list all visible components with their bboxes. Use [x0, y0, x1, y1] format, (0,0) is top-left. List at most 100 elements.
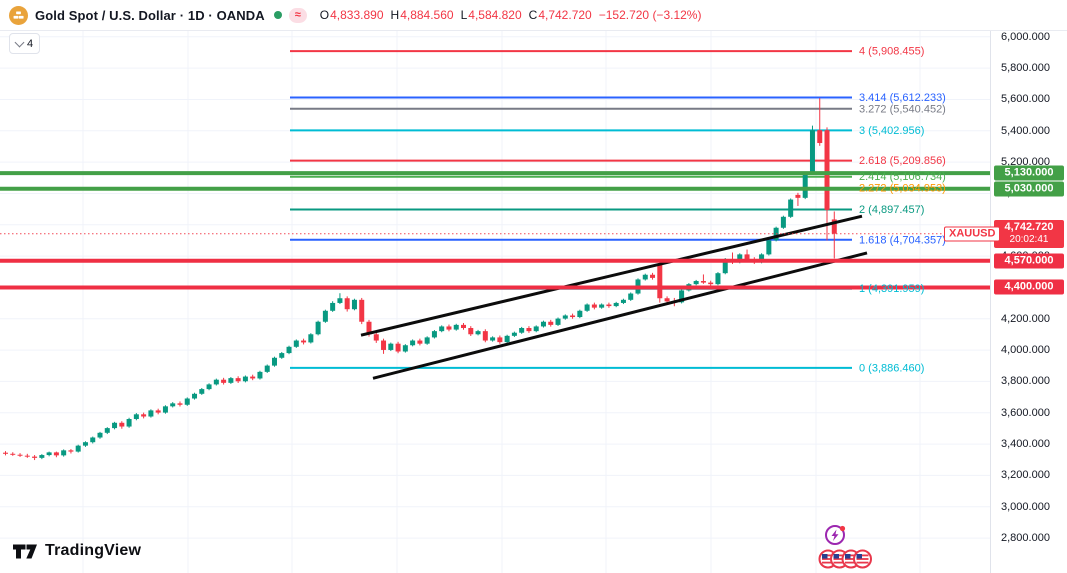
price-axis-tick: 4,000.000	[1001, 344, 1050, 357]
candle-body	[257, 371, 263, 379]
approx-price-icon[interactable]: ≈	[288, 7, 307, 23]
close-label: C	[528, 8, 538, 22]
candle-body	[424, 337, 430, 344]
candle-body	[737, 254, 743, 263]
symbol-title[interactable]: Gold Spot / U.S. Dollar · 1D · OANDA	[35, 8, 265, 23]
candle-body	[82, 442, 88, 446]
candle-body	[780, 216, 786, 228]
candle-body	[708, 282, 714, 285]
candle-body	[809, 130, 815, 173]
candle-body	[32, 456, 38, 458]
candle-body	[475, 331, 481, 335]
fib-level-label: 0 (3,886.460)	[859, 362, 924, 374]
candle-body	[759, 254, 765, 263]
price-axis-tick: 5,200.000	[1001, 156, 1050, 169]
symbol-name: Gold Spot / U.S. Dollar	[35, 7, 176, 23]
candle-body	[395, 343, 401, 352]
candle-body	[526, 328, 532, 332]
candle-body	[679, 290, 685, 303]
market-status-icon[interactable]	[273, 11, 282, 19]
candle-body	[795, 194, 801, 198]
candle-body	[824, 130, 830, 210]
candle-body	[315, 321, 321, 335]
candle-body	[206, 384, 212, 390]
separator: ·	[208, 7, 213, 23]
symbol-legend[interactable]: Gold Spot / U.S. Dollar · 1D · OANDA ≈ O…	[9, 5, 702, 25]
candle-body	[577, 310, 583, 318]
candle-body	[17, 454, 23, 456]
candle-body	[53, 452, 59, 456]
gold-symbol-icon	[9, 5, 28, 25]
price-alert-badge: 5,130.000	[994, 165, 1064, 181]
earnings-lightning-icon[interactable]	[825, 525, 846, 545]
candle-body	[373, 334, 379, 341]
indicators-toggle-button[interactable]: 4	[9, 33, 41, 54]
candle-body	[482, 331, 488, 341]
candle-body	[606, 304, 612, 307]
candle-body	[700, 281, 706, 283]
candle-body	[61, 450, 67, 456]
candle-body	[46, 452, 52, 456]
candle-body	[461, 324, 467, 329]
candle-body	[337, 298, 343, 303]
candle-body	[330, 302, 336, 311]
indicators-count: 4	[27, 37, 34, 50]
candle-body	[620, 299, 626, 303]
candle-body	[628, 293, 634, 300]
us-economic-event-flag-icons[interactable]	[818, 549, 872, 569]
candle-body	[177, 403, 183, 405]
price-axis-tick: 3,000.000	[1001, 500, 1050, 513]
candle-body	[141, 414, 147, 417]
candle-body	[68, 450, 74, 452]
fib-level-label: 1 (4,391.959)	[859, 283, 924, 295]
candle-body	[715, 273, 721, 285]
price-axis-tick: 5,400.000	[1001, 124, 1050, 137]
candle-body	[170, 403, 176, 407]
candle-body	[817, 130, 823, 144]
trend-channel-line[interactable]	[372, 251, 868, 380]
candle-body	[446, 326, 452, 330]
candle-body	[155, 410, 161, 413]
price-scale[interactable]: 6,000.000 5,800.000 5,600.000 5,400.000 5,20…	[990, 0, 1067, 573]
us-flag-icon[interactable]	[853, 549, 872, 569]
candle-body	[221, 379, 227, 383]
candle-body	[650, 274, 656, 278]
price-axis-tick: 3,400.000	[1001, 438, 1050, 451]
candle-body	[599, 304, 605, 308]
candle-body	[511, 332, 517, 336]
candle-body	[504, 335, 510, 343]
candle-body	[3, 452, 8, 454]
candle-body	[766, 240, 772, 255]
candle-body	[213, 379, 219, 385]
price-alert-badge: 4,570.000	[994, 253, 1064, 269]
tradingview-logo[interactable]: TradingView	[13, 542, 141, 560]
candle-body	[286, 346, 292, 354]
candle-body	[242, 376, 248, 382]
price-axis-tick: 2,800.000	[1001, 532, 1050, 545]
trend-channel-line[interactable]	[360, 214, 863, 337]
price-chart[interactable]: 4 (5,908.455) 3.414 (5,612.233)3.272 (5,5…	[0, 0, 990, 573]
candle-body	[540, 321, 546, 327]
fib-level-label: 2 (4,897.457)	[859, 204, 924, 216]
candle-body	[613, 302, 619, 307]
candle-body	[301, 340, 307, 343]
fib-level-label: 2.272 (5,034.953)	[859, 182, 946, 194]
candle-body	[235, 378, 241, 382]
current-price-badge: 4,742.720 20:02:41	[994, 219, 1064, 248]
fib-level-label: 2.618 (5,209.856)	[859, 155, 946, 167]
candle-body	[831, 219, 837, 234]
candle-body	[39, 455, 45, 458]
candle-body	[344, 298, 350, 310]
low-label: L	[460, 8, 468, 22]
event-markers	[816, 524, 880, 570]
fib-level-label: 3.272 (5,540.452)	[859, 103, 946, 115]
candle-body	[250, 376, 256, 379]
top-toolbar: Gold Spot / U.S. Dollar · 1D · OANDA ≈ O…	[0, 0, 1067, 31]
candle-body	[148, 410, 154, 417]
ohlc-readout: O 4,833.890 H 4,884.560 L 4,584.820 C 4,742.…	[320, 8, 702, 22]
candle-body	[584, 304, 590, 311]
candle-body	[744, 254, 750, 260]
fib-level-label: 2.414 (5,106.734)	[859, 171, 946, 183]
candle-body	[562, 315, 568, 319]
